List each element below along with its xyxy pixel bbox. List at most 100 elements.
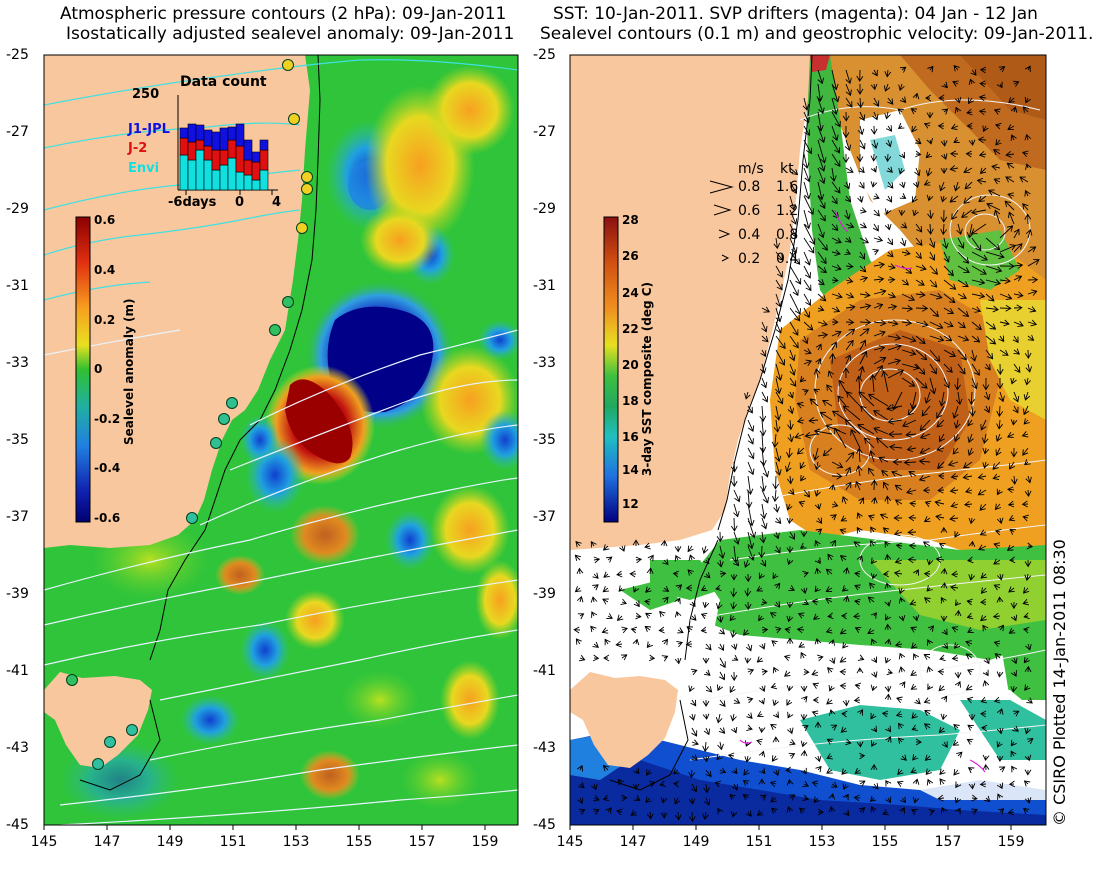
velocity-arrow bbox=[702, 657, 710, 664]
velocity-arrow bbox=[685, 584, 693, 592]
velocity-arrow bbox=[951, 626, 959, 633]
velocity-arrow bbox=[895, 542, 903, 550]
velocity-arrow bbox=[844, 139, 852, 152]
velocity-arrow bbox=[857, 654, 865, 661]
velocity-legend-header-ms: m/s bbox=[738, 161, 764, 177]
velocity-arrow bbox=[873, 261, 886, 269]
velocity-arrow bbox=[716, 684, 724, 692]
velocity-arrow bbox=[803, 489, 811, 498]
velocity-arrow bbox=[918, 458, 931, 465]
lon-tick-left: 147 bbox=[93, 834, 121, 850]
velocity-arrow bbox=[929, 251, 936, 261]
velocity-arrow bbox=[813, 613, 820, 620]
sla-colorbar-tick: 0.2 bbox=[94, 313, 116, 327]
velocity-arrow bbox=[845, 83, 852, 97]
velocity-arrow bbox=[842, 642, 849, 649]
velocity-arrow bbox=[761, 598, 768, 606]
velocity-arrow bbox=[789, 251, 801, 265]
velocity-arrow bbox=[811, 598, 819, 606]
velocity-arrow bbox=[859, 350, 868, 365]
velocity-arrow bbox=[872, 111, 879, 121]
velocity-arrow bbox=[1010, 419, 1018, 426]
velocity-arrow bbox=[963, 195, 973, 204]
velocity-arrow bbox=[830, 724, 838, 731]
velocity-arrow bbox=[863, 437, 875, 449]
velocity-arrow bbox=[881, 710, 889, 718]
velocity-arrow bbox=[716, 601, 723, 610]
velocity-arrow bbox=[901, 265, 913, 274]
velocity-arrow bbox=[687, 545, 694, 553]
velocity-arrow bbox=[773, 419, 781, 433]
velocity-arrow bbox=[870, 806, 877, 813]
sla-colorbar-tick: -0.4 bbox=[94, 461, 121, 475]
velocity-arrow bbox=[884, 69, 892, 78]
velocity-arrow bbox=[980, 614, 987, 622]
velocity-arrow bbox=[964, 181, 973, 190]
inset-title: Data count bbox=[180, 74, 267, 90]
velocity-arrow bbox=[873, 426, 889, 435]
velocity-arrow bbox=[845, 339, 854, 351]
velocity-arrow bbox=[859, 291, 871, 299]
velocity-arrow bbox=[842, 405, 861, 421]
velocity-arrow bbox=[915, 320, 929, 328]
velocity-arrow bbox=[845, 277, 854, 284]
velocity-arrow bbox=[842, 595, 850, 603]
velocity-arrow bbox=[869, 795, 877, 802]
velocity-arrow bbox=[982, 669, 989, 677]
velocity-arrow bbox=[676, 640, 684, 648]
velocity-arrow bbox=[789, 293, 801, 315]
velocity-arrow bbox=[802, 153, 810, 169]
velocity-arrow bbox=[934, 499, 945, 507]
velocity-arrow bbox=[733, 489, 741, 503]
velocity-arrow bbox=[590, 625, 597, 633]
velocity-arrow bbox=[761, 335, 769, 343]
velocity-arrow bbox=[915, 335, 926, 345]
velocity-arrow bbox=[1013, 348, 1020, 355]
velocity-arrow bbox=[941, 81, 948, 89]
velocity-arrow bbox=[834, 427, 847, 449]
velocity-arrow bbox=[839, 528, 847, 535]
velocity-arrow bbox=[839, 555, 847, 562]
velocity-arrow bbox=[878, 456, 889, 463]
velocity-arrow bbox=[1022, 106, 1030, 113]
velocity-arrow bbox=[796, 626, 805, 634]
lat-tick-left: -29 bbox=[6, 201, 29, 217]
velocity-legend-ms: 0.8 bbox=[738, 179, 761, 195]
velocity-arrow bbox=[844, 195, 852, 203]
velocity-arrow bbox=[660, 797, 668, 804]
velocity-arrow bbox=[1008, 780, 1016, 788]
velocity-arrow bbox=[897, 722, 905, 730]
velocity-arrow bbox=[1010, 614, 1018, 622]
lat-tick-right: -33 bbox=[533, 355, 556, 371]
velocity-arrow bbox=[982, 679, 990, 687]
velocity-arrow bbox=[884, 623, 892, 631]
velocity-arrow bbox=[592, 654, 600, 662]
velocity-arrow bbox=[896, 780, 904, 788]
velocity-arrow bbox=[1010, 377, 1017, 385]
velocity-arrow bbox=[719, 671, 725, 681]
velocity-arrow bbox=[773, 531, 780, 540]
velocity-arrow bbox=[887, 251, 894, 258]
velocity-arrow bbox=[1024, 684, 1031, 691]
velocity-arrow bbox=[996, 596, 1004, 603]
velocity-arrow bbox=[660, 539, 668, 547]
velocity-arrow bbox=[817, 223, 825, 239]
legend-envi: Envi bbox=[128, 161, 160, 176]
velocity-arrow bbox=[1023, 626, 1030, 634]
lat-tick-left: -27 bbox=[6, 124, 29, 140]
velocity-arrow bbox=[803, 195, 814, 215]
velocity-arrow bbox=[841, 495, 849, 505]
velocity-arrow bbox=[956, 751, 963, 758]
velocity-arrow bbox=[592, 572, 599, 579]
velocity-arrow bbox=[1011, 657, 1018, 665]
velocity-arrow bbox=[980, 587, 988, 594]
velocity-arrow bbox=[943, 265, 955, 277]
velocity-arrow bbox=[899, 807, 905, 814]
velocity-arrow bbox=[573, 626, 581, 634]
velocity-arrow bbox=[1027, 319, 1038, 327]
velocity-arrow bbox=[746, 712, 753, 719]
velocity-arrow bbox=[811, 669, 819, 676]
velocity-arrow bbox=[926, 666, 934, 673]
velocity-arrow bbox=[897, 122, 905, 130]
velocity-arrow bbox=[826, 384, 833, 393]
